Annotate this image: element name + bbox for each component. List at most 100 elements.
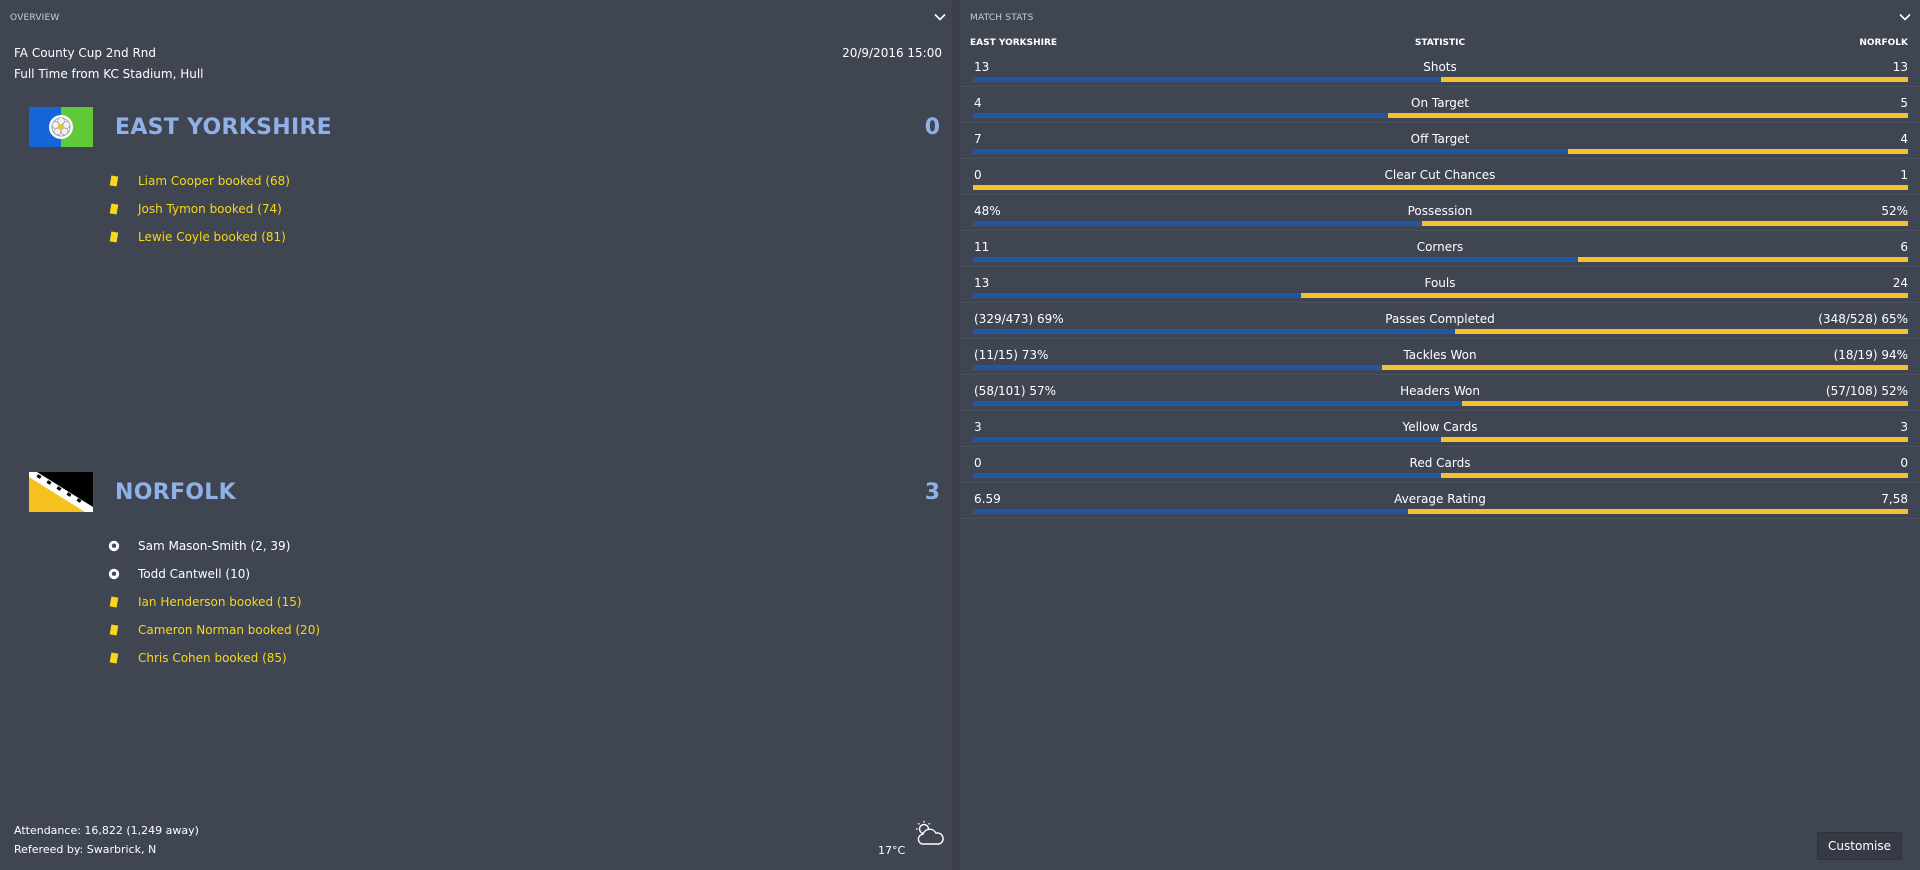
stat-bar-home [973, 437, 1441, 442]
overview-header: OVERVIEW [0, 0, 952, 34]
stat-away-value: 4 [1900, 132, 1908, 146]
stat-bar-away [973, 185, 1908, 190]
stat-home-value: (11/15) 73% [974, 348, 1049, 362]
stat-bar-home [973, 113, 1388, 118]
row-divider [960, 302, 1920, 303]
stat-home-value: 4 [974, 96, 982, 110]
event-text: Liam Cooper booked (68) [138, 174, 290, 188]
row-divider [960, 482, 1920, 483]
stat-row: 13 Shots 13 [960, 57, 1920, 93]
stat-row: 13 Fouls 24 [960, 273, 1920, 309]
stat-row: (58/101) 57% Headers Won (57/108) 52% [960, 381, 1920, 417]
stat-comparison-bar [973, 473, 1908, 478]
row-divider [960, 158, 1920, 159]
stat-row: (11/15) 73% Tackles Won (18/19) 94% [960, 345, 1920, 381]
stat-label: On Target [1411, 96, 1469, 110]
stat-bar-away [1568, 149, 1908, 154]
stat-row: 3 Yellow Cards 3 [960, 417, 1920, 453]
stat-away-value: 13 [1892, 60, 1908, 74]
stat-home-value: 48% [974, 204, 1001, 218]
row-divider [960, 374, 1920, 375]
away-team-name[interactable]: NORFOLK [115, 480, 236, 505]
stat-away-value: 6 [1900, 240, 1908, 254]
stat-row: 11 Corners 6 [960, 237, 1920, 273]
stat-bar-home [973, 149, 1568, 154]
football-icon [108, 540, 120, 552]
stat-row: 0 Red Cards 0 [960, 453, 1920, 489]
customise-button[interactable]: Customise [1817, 832, 1902, 860]
stat-label: Headers Won [1400, 384, 1480, 398]
stat-home-value: 3 [974, 420, 982, 434]
stat-comparison-bar [973, 437, 1908, 442]
match-stats-title: MATCH STATS [970, 13, 1034, 23]
row-divider [960, 338, 1920, 339]
event-text: Todd Cantwell (10) [138, 567, 251, 581]
stat-label: Average Rating [1394, 492, 1486, 506]
yellow-card-icon [108, 231, 120, 243]
stat-home-value: 13 [974, 60, 990, 74]
stat-comparison-bar [973, 185, 1908, 190]
stat-comparison-bar [973, 113, 1908, 118]
stat-comparison-bar [973, 401, 1908, 406]
chevron-down-icon[interactable] [933, 9, 947, 23]
match-stats-header: MATCH STATS [960, 0, 1920, 34]
stat-label: Clear Cut Chances [1384, 168, 1496, 182]
stat-away-value: (348/528) 65% [1818, 312, 1908, 326]
stat-comparison-bar [973, 365, 1908, 370]
stat-away-value: 0 [1900, 456, 1908, 470]
stat-bar-away [1462, 401, 1908, 406]
stat-bar-away [1441, 437, 1908, 442]
stat-away-value: (57/108) 52% [1825, 384, 1908, 398]
panel-divider [952, 0, 960, 870]
competition-name[interactable]: FA County Cup 2nd Rnd [14, 46, 157, 60]
home-team-name[interactable]: EAST YORKSHIRE [115, 115, 333, 140]
stat-label: Passes Completed [1385, 312, 1495, 326]
chevron-down-icon[interactable] [1898, 9, 1912, 23]
stat-label: Off Target [1410, 132, 1470, 146]
stat-bar-away [1422, 221, 1908, 226]
stat-bar-away [1441, 77, 1908, 82]
stat-home-value: (329/473) 69% [974, 312, 1064, 326]
away-team-score: 3 [924, 480, 940, 505]
yellow-card-icon [108, 203, 120, 215]
stat-bar-home [973, 509, 1408, 514]
stat-bar-away [1301, 293, 1908, 298]
stat-row: (329/473) 69% Passes Completed (348/528) 6… [960, 309, 1920, 345]
stat-label: Fouls [1424, 276, 1456, 290]
stat-home-value: 11 [974, 240, 990, 254]
stat-bar-away [1455, 329, 1908, 334]
stat-row: 0 Clear Cut Chances 1 [960, 165, 1920, 201]
stat-away-value: 3 [1900, 420, 1908, 434]
stat-row: 4 On Target 5 [960, 93, 1920, 129]
yellow-card-icon [108, 652, 120, 664]
referee-text: Refereed by: Swarbrick, N [14, 843, 157, 856]
event-text: Ian Henderson booked (15) [138, 595, 302, 609]
overview-panel: OVERVIEW FA County Cup 2nd Rnd 20/9/2016… [0, 0, 952, 870]
stat-bar-home [973, 401, 1462, 406]
stat-home-value: 0 [974, 168, 982, 182]
stat-bar-home [973, 329, 1455, 334]
norfolk-flag[interactable] [29, 472, 93, 512]
stat-bar-home [973, 257, 1578, 262]
event-text: Josh Tymon booked (74) [138, 202, 282, 216]
stat-label: Red Cards [1409, 456, 1471, 470]
column-statistic-header: STATISTIC [1414, 38, 1466, 48]
yellow-card-icon [108, 624, 120, 636]
attendance-text: Attendance: 16,822 (1,249 away) [14, 824, 199, 837]
stat-bar-away [1382, 365, 1908, 370]
stat-bar-home [973, 293, 1301, 298]
east-yorkshire-flag[interactable] [29, 107, 93, 147]
stat-comparison-bar [973, 257, 1908, 262]
stat-row: 48% Possession 52% [960, 201, 1920, 237]
stat-away-value: (18/19) 94% [1833, 348, 1908, 362]
stat-away-value: 5 [1900, 96, 1908, 110]
stat-row: 7 Off Target 4 [960, 129, 1920, 165]
stat-comparison-bar [973, 149, 1908, 154]
partly-cloudy-icon [912, 820, 946, 848]
row-divider [960, 230, 1920, 231]
stat-bar-away [1441, 473, 1908, 478]
match-datetime: 20/9/2016 15:00 [842, 46, 942, 60]
row-divider [960, 194, 1920, 195]
stat-label: Possession [1407, 204, 1473, 218]
event-text: Lewie Coyle booked (81) [138, 230, 286, 244]
